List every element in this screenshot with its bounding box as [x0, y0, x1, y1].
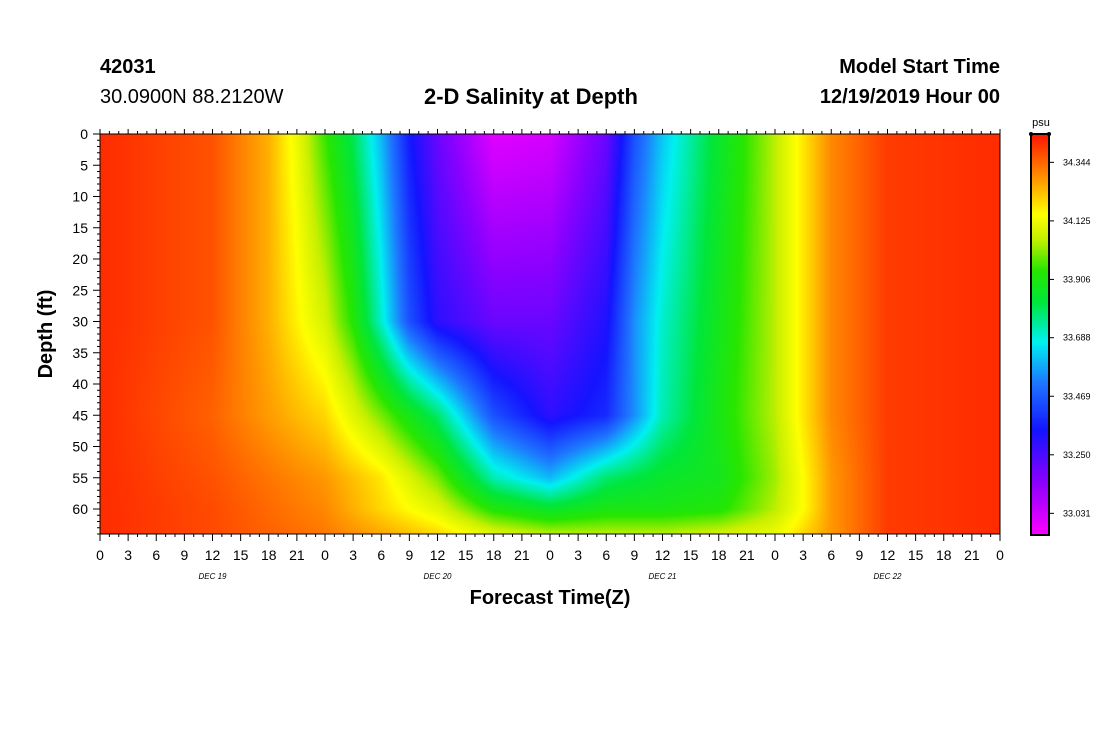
- x-tick-label: 18: [486, 547, 502, 563]
- x-tick-label: 6: [377, 547, 385, 563]
- x-tick-label: 3: [349, 547, 357, 563]
- y-tick-label: 20: [72, 251, 88, 267]
- x-tick-label: 0: [321, 547, 329, 563]
- x-day-label: DEC 20: [423, 572, 452, 581]
- colorbar: psu 34.344 34.125 33.906 33.688 33.469 33.250…: [1029, 117, 1091, 536]
- x-day-label: DEC 19: [198, 572, 227, 581]
- x-tick-label: 21: [514, 547, 530, 563]
- colorbar-frame: [1030, 133, 1050, 536]
- y-tick-label: 40: [72, 376, 88, 392]
- x-tick-label: 18: [711, 547, 727, 563]
- y-tick-label: 45: [72, 407, 88, 423]
- x-day-label: DEC 21: [648, 572, 676, 581]
- colorbar-tick-label: 33.906: [1063, 274, 1091, 284]
- y-tick-label: 60: [72, 501, 88, 517]
- station-id: 42031: [100, 56, 156, 78]
- y-tick-label: 0: [80, 126, 88, 142]
- y-tick-label: 55: [72, 470, 88, 486]
- x-tick-label: 21: [964, 547, 980, 563]
- colorbar-tick-label: 33.469: [1063, 391, 1091, 401]
- y-tick-label: 30: [72, 314, 88, 330]
- x-tick-label: 9: [855, 547, 863, 563]
- y-tick-label: 5: [80, 157, 88, 173]
- y-axis-label: Depth (ft): [35, 290, 57, 379]
- x-tick-label: 15: [908, 547, 924, 563]
- x-tick-label: 12: [880, 547, 896, 563]
- x-axis: 0 3 6 9 12 15 18 21 0 3 6 9 12 15 18 21 0 3 6 9 12 15 18 21 0 3 6 9…: [96, 129, 1004, 581]
- x-tick-label: 3: [124, 547, 132, 563]
- x-tick-label: 3: [799, 547, 807, 563]
- colorbar-tick-label: 34.125: [1063, 216, 1091, 226]
- x-tick-label: 9: [405, 547, 413, 563]
- x-tick-label: 6: [152, 547, 160, 563]
- x-tick-label: 12: [205, 547, 221, 563]
- chart-title: 2-D Salinity at Depth: [424, 84, 638, 109]
- x-tick-label: 9: [180, 547, 188, 563]
- x-tick-label: 21: [739, 547, 755, 563]
- x-day-label: DEC 22: [873, 572, 902, 581]
- y-axis: 0 5 10 15 20 25 30 35 40 45 50 55 60: [72, 126, 100, 535]
- x-tick-label: 18: [261, 547, 277, 563]
- x-tick-label: 12: [430, 547, 446, 563]
- colorbar-unit: psu: [1032, 117, 1050, 129]
- y-tick-label: 50: [72, 439, 88, 455]
- x-axis-label: Forecast Time(Z): [470, 587, 631, 609]
- y-tick-label: 15: [72, 220, 88, 236]
- colorbar-tick-label: 33.250: [1063, 450, 1091, 460]
- colorbar-tick-label: 33.031: [1063, 508, 1091, 518]
- x-tick-label: 3: [574, 547, 582, 563]
- y-tick-label: 35: [72, 345, 88, 361]
- x-tick-label: 0: [771, 547, 779, 563]
- x-tick-label: 6: [827, 547, 835, 563]
- x-tick-label: 15: [683, 547, 699, 563]
- model-start-label: Model Start Time: [839, 56, 1000, 78]
- x-tick-label: 15: [458, 547, 474, 563]
- colorbar-labels: 34.344 34.125 33.906 33.688 33.469 33.250 33.0…: [1049, 157, 1091, 518]
- x-tick-label: 12: [655, 547, 671, 563]
- salinity-heatmap: [100, 134, 1000, 534]
- colorbar-corner: [1029, 132, 1033, 136]
- x-tick-label: 6: [602, 547, 610, 563]
- y-tick-label: 10: [72, 189, 88, 205]
- colorbar-tick-label: 34.344: [1063, 157, 1091, 167]
- x-tick-label: 0: [546, 547, 554, 563]
- colorbar-tick-label: 33.688: [1063, 333, 1091, 343]
- y-tick-label: 25: [72, 282, 88, 298]
- colorbar-gradient: [1031, 134, 1049, 535]
- x-tick-label: 18: [936, 547, 952, 563]
- x-tick-label: 9: [630, 547, 638, 563]
- station-coordinates: 30.0900N 88.2120W: [100, 86, 284, 108]
- x-tick-label: 0: [96, 547, 104, 563]
- x-tick-label: 21: [289, 547, 305, 563]
- colorbar-corner: [1047, 132, 1051, 136]
- x-tick-label: 15: [233, 547, 249, 563]
- model-start-time: 12/19/2019 Hour 00: [819, 86, 1000, 108]
- x-tick-label: 0: [996, 547, 1004, 563]
